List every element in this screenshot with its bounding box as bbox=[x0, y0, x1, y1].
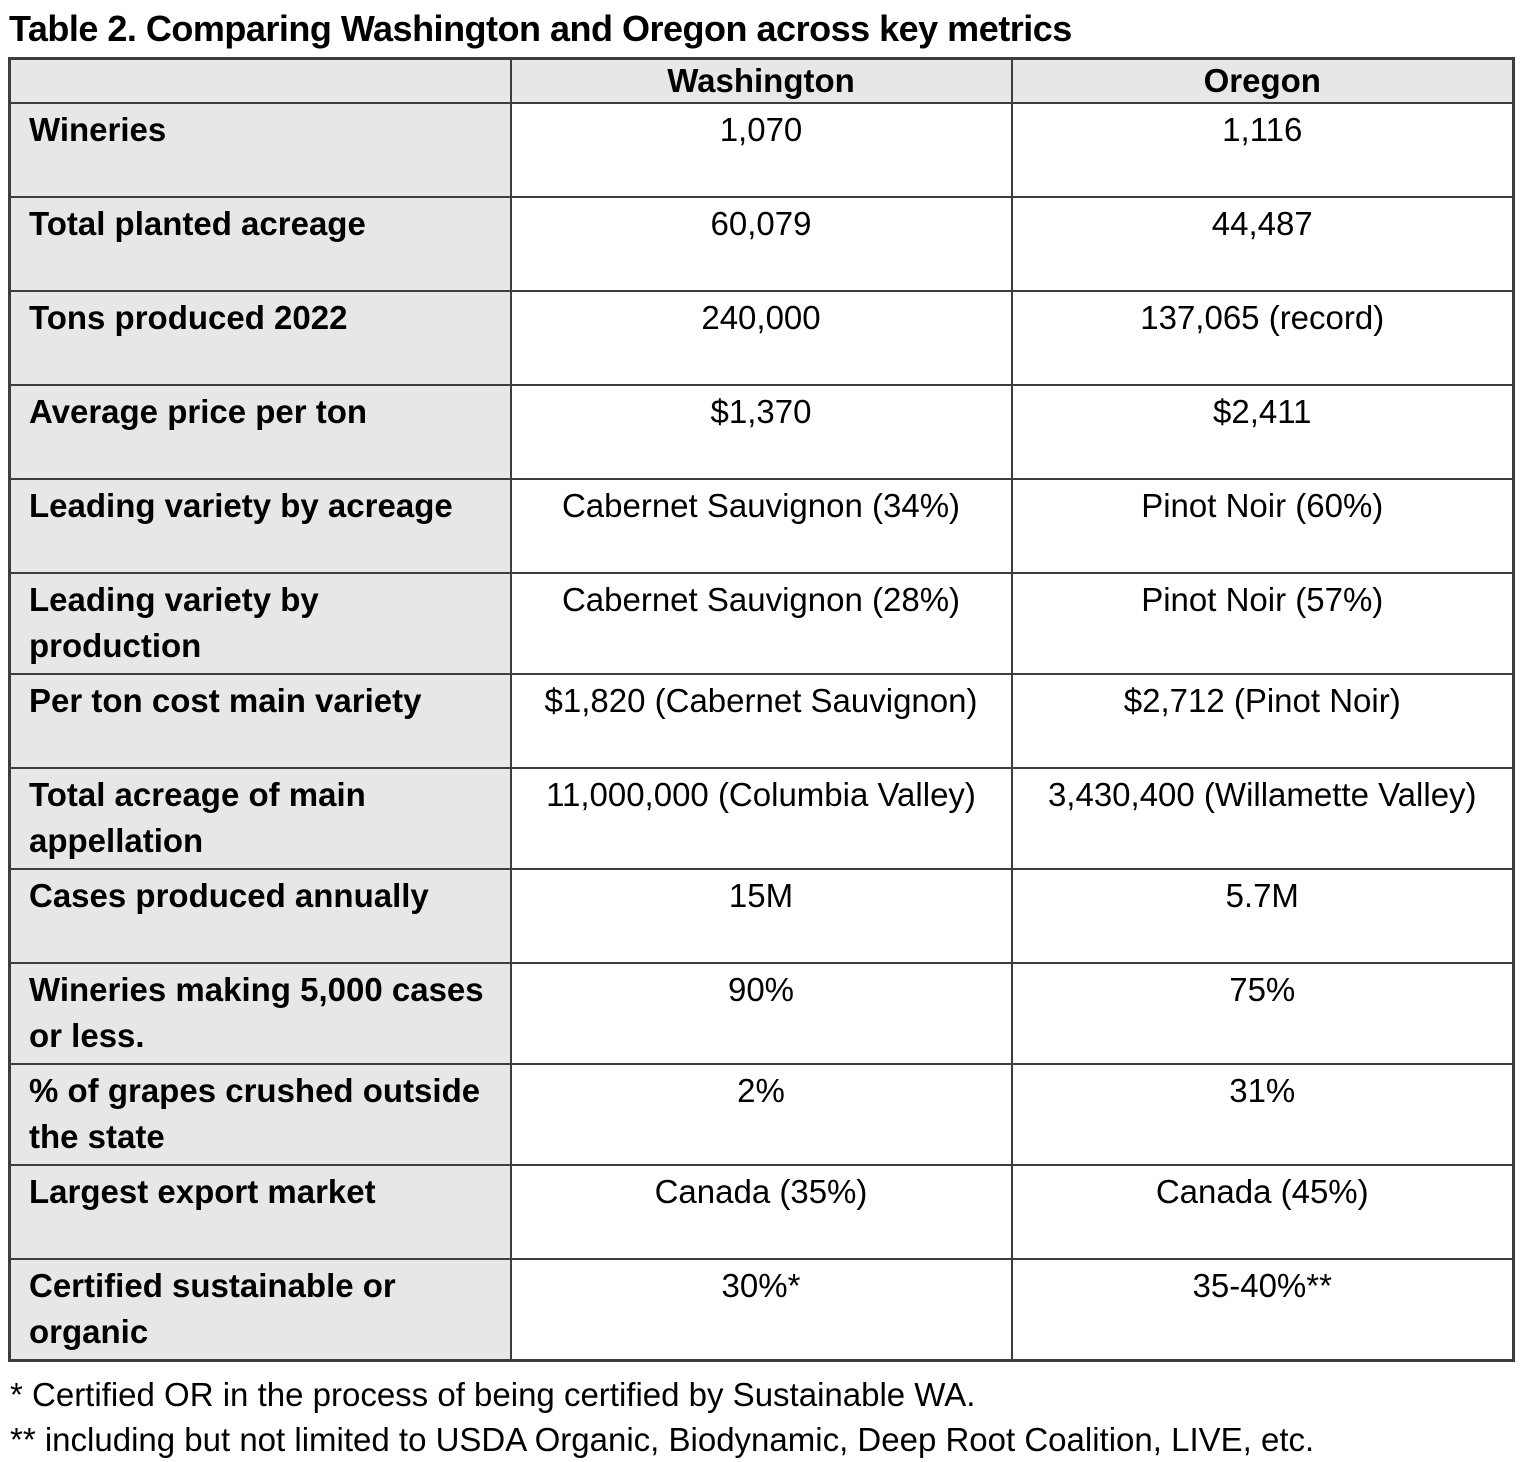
corner-cell bbox=[8, 57, 512, 104]
col-header-oregon: Oregon bbox=[1010, 57, 1515, 104]
footnotes: * Certified OR in the process of being c… bbox=[10, 1372, 1536, 1462]
oregon-value: 35-40%** bbox=[1010, 1257, 1515, 1361]
row-label: Tons produced 2022 bbox=[8, 289, 512, 386]
row-label: Average price per ton bbox=[8, 383, 512, 480]
header-row: Washington Oregon bbox=[8, 57, 1515, 104]
oregon-value: 5.7M bbox=[1010, 867, 1515, 964]
washington-value: 30%* bbox=[509, 1257, 1013, 1361]
table-row-certified-sustainable: Certified sustainable or organic 30%* 35… bbox=[8, 1257, 1515, 1361]
oregon-value: $2,712 (Pinot Noir) bbox=[1010, 672, 1515, 769]
footnote-organic-programs: ** including but not limited to USDA Org… bbox=[10, 1420, 1315, 1458]
row-label: % of grapes crushed outside the state bbox=[8, 1062, 512, 1166]
row-label: Total acreage of main appellation bbox=[8, 766, 512, 870]
table-row-avg-price: Average price per ton $1,370 $2,411 bbox=[8, 383, 1515, 480]
oregon-value: 44,487 bbox=[1010, 195, 1515, 292]
table-row-wineries: Wineries 1,070 1,116 bbox=[8, 101, 1515, 198]
oregon-value: Canada (45%) bbox=[1010, 1163, 1515, 1260]
comparison-table: Washington Oregon Wineries 1,070 1,116 T… bbox=[8, 57, 1515, 1362]
washington-value: 11,000,000 (Columbia Valley) bbox=[509, 766, 1013, 870]
row-label: Largest export market bbox=[8, 1163, 512, 1260]
oregon-value: $2,411 bbox=[1010, 383, 1515, 480]
washington-value: Canada (35%) bbox=[509, 1163, 1013, 1260]
row-label: Leading variety by production bbox=[8, 571, 512, 675]
table-row-per-ton-cost: Per ton cost main variety $1,820 (Cabern… bbox=[8, 672, 1515, 769]
washington-value: $1,370 bbox=[509, 383, 1013, 480]
oregon-value: 75% bbox=[1010, 961, 1515, 1065]
row-label: Cases produced annually bbox=[8, 867, 512, 964]
table-row-variety-production: Leading variety by production Cabernet S… bbox=[8, 571, 1515, 675]
washington-value: $1,820 (Cabernet Sauvignon) bbox=[509, 672, 1013, 769]
table-row-variety-acreage: Leading variety by acreage Cabernet Sauv… bbox=[8, 477, 1515, 574]
footnote-sustainable-wa: * Certified OR in the process of being c… bbox=[10, 1375, 976, 1413]
table-row-export-market: Largest export market Canada (35%) Canad… bbox=[8, 1163, 1515, 1260]
washington-value: 2% bbox=[509, 1062, 1013, 1166]
row-label: Per ton cost main variety bbox=[8, 672, 512, 769]
washington-value: 240,000 bbox=[509, 289, 1013, 386]
washington-value: 1,070 bbox=[509, 101, 1013, 198]
table-row-cases-produced: Cases produced annually 15M 5.7M bbox=[8, 867, 1515, 964]
oregon-value: Pinot Noir (60%) bbox=[1010, 477, 1515, 574]
table-row-appellation-acreage: Total acreage of main appellation 11,000… bbox=[8, 766, 1515, 870]
table-row-tons-produced: Tons produced 2022 240,000 137,065 (reco… bbox=[8, 289, 1515, 386]
table-row-small-wineries: Wineries making 5,000 cases or less. 90%… bbox=[8, 961, 1515, 1065]
oregon-value: 3,430,400 (Willamette Valley) bbox=[1010, 766, 1515, 870]
table-title: Table 2. Comparing Washington and Oregon… bbox=[9, 8, 1072, 49]
oregon-value: 137,065 (record) bbox=[1010, 289, 1515, 386]
row-label: Leading variety by acreage bbox=[8, 477, 512, 574]
row-label: Wineries bbox=[8, 101, 512, 198]
row-label: Wineries making 5,000 cases or less. bbox=[8, 961, 512, 1065]
washington-value: Cabernet Sauvignon (34%) bbox=[509, 477, 1013, 574]
washington-value: 60,079 bbox=[509, 195, 1013, 292]
table-row-crushed-outside: % of grapes crushed outside the state 2%… bbox=[8, 1062, 1515, 1166]
col-header-washington: Washington bbox=[509, 57, 1013, 104]
table-row-planted-acreage: Total planted acreage 60,079 44,487 bbox=[8, 195, 1515, 292]
oregon-value: 1,116 bbox=[1010, 101, 1515, 198]
washington-value: 15M bbox=[509, 867, 1013, 964]
row-label: Total planted acreage bbox=[8, 195, 512, 292]
row-label: Certified sustainable or organic bbox=[8, 1257, 512, 1361]
oregon-value: 31% bbox=[1010, 1062, 1515, 1166]
washington-value: Cabernet Sauvignon (28%) bbox=[509, 571, 1013, 675]
washington-value: 90% bbox=[509, 961, 1013, 1065]
oregon-value: Pinot Noir (57%) bbox=[1010, 571, 1515, 675]
